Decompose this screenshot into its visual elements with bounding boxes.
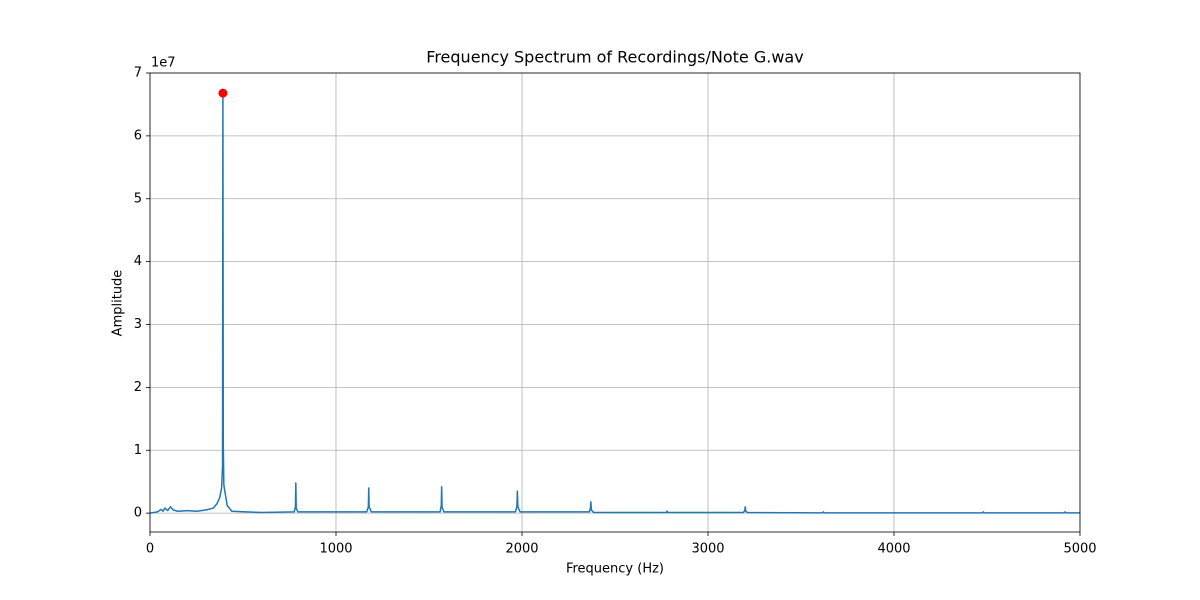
spectrum-line <box>149 92 1080 514</box>
y-tick-label: 2 <box>134 380 142 395</box>
x-tick-label: 0 <box>146 542 154 557</box>
chart-title: Frequency Spectrum of Recordings/Note G.… <box>426 48 803 67</box>
y-tick-label: 3 <box>134 317 142 332</box>
x-tick-label: 3000 <box>691 542 724 557</box>
x-tick-label: 1000 <box>319 542 352 557</box>
peak-marker <box>218 88 228 98</box>
axes-frame <box>149 72 1081 533</box>
y-tick-label: 0 <box>134 506 142 521</box>
y-tick-label: 7 <box>134 66 142 81</box>
y-tick-label: 1 <box>134 443 142 458</box>
y-tick-label: 5 <box>134 191 142 206</box>
y-axis-label: Amplitude <box>111 270 126 337</box>
y-tick-label: 6 <box>134 128 142 143</box>
x-tick-label: 4000 <box>877 542 910 557</box>
x-axis-label: Frequency (Hz) <box>566 562 664 577</box>
x-tick-label: 2000 <box>505 542 538 557</box>
y-tick-label: 4 <box>134 254 142 269</box>
x-tick-label: 5000 <box>1063 542 1096 557</box>
y-offset-label: 1e7 <box>151 56 176 71</box>
